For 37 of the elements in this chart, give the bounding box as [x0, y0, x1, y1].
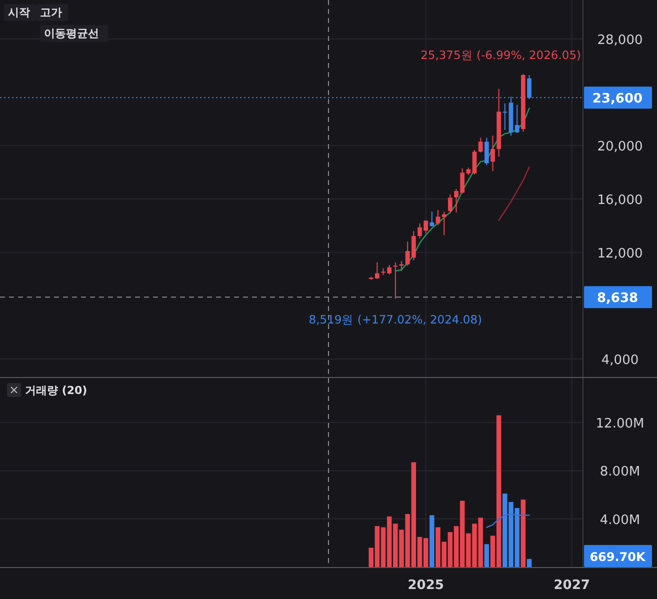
candlestick: [472, 150, 477, 175]
annotation: 시작: [8, 6, 30, 19]
ref-line-label: 23,600: [592, 92, 643, 107]
y-tick-label: 12,000: [597, 246, 643, 262]
bar: [484, 544, 490, 567]
candlestick: [490, 135, 495, 172]
candlestick: [484, 137, 489, 166]
candlestick: [442, 211, 446, 236]
candlestick: [448, 194, 452, 214]
y-tick-label: 12.00M: [596, 416, 644, 432]
y-tick-label: 4.00M: [600, 512, 640, 528]
bar: [526, 558, 532, 567]
candlestick: [436, 210, 440, 226]
candlestick: [478, 137, 483, 153]
line-series: [498, 166, 530, 221]
annotation: 8,519원 (+177.02%, 2024.08): [308, 312, 482, 327]
annotation: 25,375원 (-6.99%, 2026.05): [420, 48, 581, 62]
y-tick-label: 20,000: [597, 140, 643, 155]
annotation: 고가: [40, 6, 62, 19]
ref-line-label: 8,638: [596, 291, 638, 306]
candlestick: [430, 211, 434, 228]
x-tick-label: 2025: [408, 578, 444, 593]
annotation: 이동평균선: [44, 27, 99, 40]
y-tick-label: 16,000: [597, 193, 643, 208]
candlestick: [502, 102, 508, 130]
y-tick-label: 4,000: [601, 353, 639, 368]
bar: [520, 500, 526, 567]
text: 거래량 (20): [25, 384, 88, 397]
annotation: 669.70K: [590, 550, 646, 564]
line-series: [394, 108, 530, 272]
candlestick: [514, 104, 520, 134]
bar: [430, 515, 434, 567]
candlestick: [393, 262, 398, 300]
y-tick-label: 8.00M: [600, 464, 640, 480]
x-tick-label: 2027: [554, 578, 590, 593]
y-tick-label: 28,000: [597, 33, 643, 48]
line-series: [486, 513, 530, 528]
